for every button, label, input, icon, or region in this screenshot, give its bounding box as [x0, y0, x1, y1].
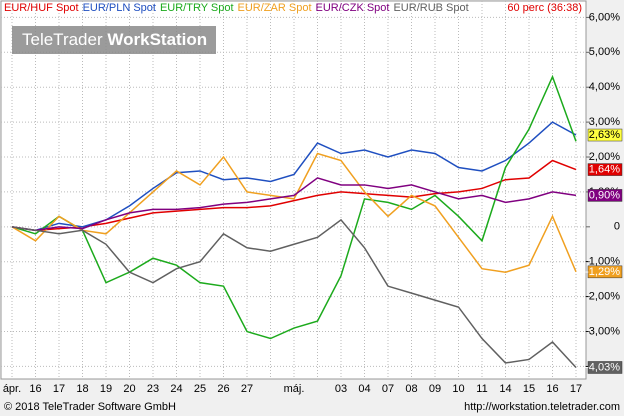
- x-tick-label: 25: [194, 383, 206, 395]
- y-tick-label: -1,00%: [585, 256, 620, 268]
- last-value-box: [587, 189, 623, 202]
- legend-entry: EUR/HUF Spot: [4, 2, 79, 14]
- last-value-label: -4,03%: [585, 361, 620, 373]
- last-value-box: [587, 361, 623, 374]
- watermark-brand: TeleTrader: [22, 30, 103, 49]
- y-tick-label: 6,00%: [589, 11, 620, 23]
- x-tick-label: 08: [405, 383, 417, 395]
- series-line: [11, 159, 577, 232]
- x-tick-label: 19: [100, 383, 112, 395]
- last-value-box: [587, 265, 623, 279]
- y-tick-label: 0: [614, 221, 620, 233]
- x-tick-label: 15: [523, 383, 535, 395]
- legend-entry: EUR/CZK Spot: [316, 2, 390, 14]
- x-tick-label: 24: [170, 383, 182, 395]
- x-tick-label: máj.: [284, 383, 305, 395]
- series-line: [11, 177, 577, 232]
- series-line: [11, 218, 577, 368]
- y-tick-label: 5,00%: [589, 46, 620, 58]
- y-tick-label: 2,00%: [589, 151, 620, 163]
- last-value-label: 1,64%: [589, 163, 620, 175]
- x-tick-label: 14: [499, 383, 511, 395]
- x-tick-label: 18: [76, 383, 88, 395]
- x-tick-label: 23: [147, 383, 159, 395]
- x-tick-label: 10: [452, 383, 464, 395]
- watermark-product: WorkStation: [107, 30, 207, 49]
- y-tick-label: -2,00%: [585, 291, 620, 303]
- x-tick-label: 20: [123, 383, 135, 395]
- x-tick-label: 04: [358, 383, 370, 395]
- x-tick-label: 16: [546, 383, 558, 395]
- legend-entry: EUR/TRY Spot: [160, 2, 234, 14]
- last-value-box: [587, 128, 623, 142]
- last-value-label: 2,63%: [589, 129, 620, 141]
- watermark: TeleTrader WorkStation: [12, 26, 216, 54]
- legend-entry: EUR/PLN Spot: [83, 2, 156, 14]
- x-tick-label: 11: [476, 383, 487, 395]
- x-tick-label: 07: [382, 383, 394, 395]
- x-tick-label: 26: [217, 383, 229, 395]
- x-tick-label: 17: [570, 383, 582, 395]
- interval: 60 perc (36:38): [507, 2, 582, 14]
- last-value-label: 0,90%: [589, 189, 620, 201]
- y-tick-label: 3,00%: [589, 116, 620, 128]
- y-tick-label: -3,00%: [585, 325, 620, 337]
- x-tick-label: 17: [53, 383, 65, 395]
- series-line: [11, 152, 577, 273]
- last-value-label: -1,29%: [585, 266, 620, 278]
- legend-entry: EUR/ZAR Spot: [238, 2, 312, 14]
- watermark-text: TeleTrader WorkStation: [22, 30, 207, 49]
- watermark-box: [12, 26, 216, 54]
- x-tick-label: 27: [241, 383, 253, 395]
- legend-entry: EUR/RUB Spot: [393, 2, 468, 14]
- last-value-box: [587, 163, 623, 176]
- copyright: © 2018 TeleTrader Software GmbH: [4, 401, 176, 413]
- x-tick-label: 09: [429, 383, 441, 395]
- x-tick-label: ápr.: [3, 383, 21, 395]
- x-tick-label: 03: [335, 383, 347, 395]
- series-line: [11, 74, 577, 340]
- x-tick-label: 16: [29, 383, 41, 395]
- url: http://workstation.teletrader.com: [464, 401, 620, 413]
- y-tick-label: 4,00%: [589, 81, 620, 93]
